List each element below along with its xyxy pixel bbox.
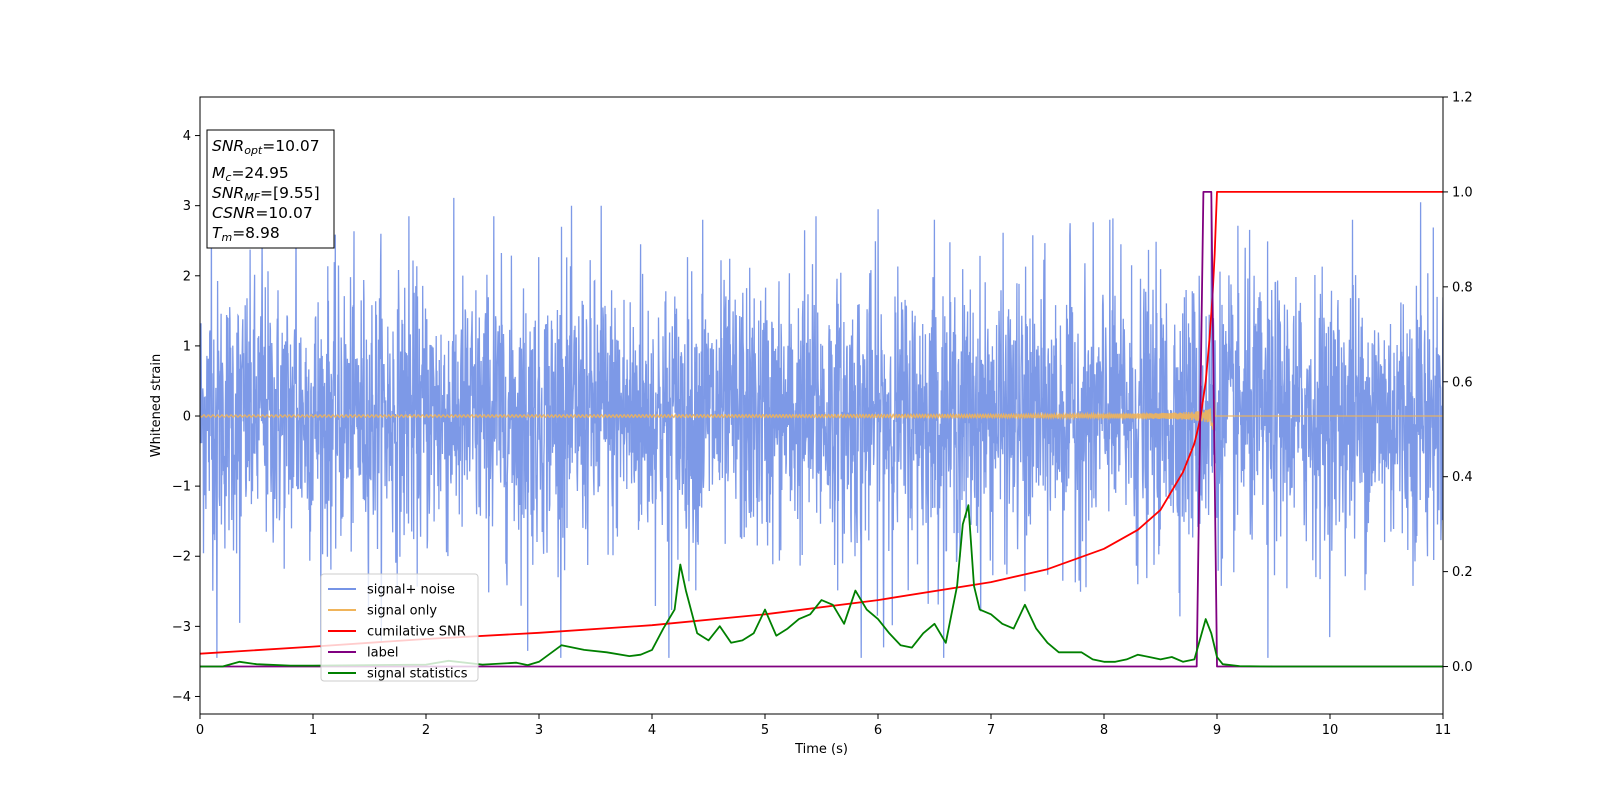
x-tick-label: 0: [196, 723, 204, 738]
x-tick-label: 1: [309, 723, 317, 738]
y2-tick-label: 1.0: [1452, 185, 1473, 200]
x-tick-label: 8: [1100, 723, 1108, 738]
y-tick-label: −3: [172, 620, 191, 635]
y2-tick-label: 0.6: [1452, 375, 1473, 390]
x-tick-label: 2: [422, 723, 430, 738]
x-tick-label: 11: [1435, 723, 1452, 738]
legend-frame: [320, 573, 479, 682]
y-tick-label: −4: [172, 690, 191, 705]
y-axis-label: Whitened strain: [149, 354, 164, 457]
info-line: CSNR=10.07: [212, 204, 313, 222]
y-tick-label: 2: [183, 269, 191, 284]
plot-frame: [199, 96, 1444, 715]
info-line: Tm=8.98: [212, 224, 280, 244]
legend-label: signal only: [367, 604, 437, 619]
info-line: SNRopt=10.07: [212, 137, 320, 157]
y-tick-label: 4: [183, 129, 191, 144]
y2-tick-label: 0.0: [1452, 660, 1473, 675]
series-signal-statistics: [200, 504, 1443, 668]
x-tick-label: 3: [535, 723, 543, 738]
y-tick-label: −2: [172, 550, 191, 565]
series-signal-noise: [200, 197, 1443, 658]
info-box: SNRopt=10.07 Mc=24.95SNRMF=[9.55]CSNR=10.…: [206, 129, 335, 249]
legend: signal+ noise signal only cumilative SNR la…: [320, 573, 479, 682]
x-tick-label: 7: [987, 723, 995, 738]
legend-label: cumilative SNR: [367, 625, 466, 640]
series-cumilative-snr: [200, 191, 1443, 655]
y-tick-label: 0: [183, 410, 191, 425]
legend-label: label: [367, 646, 398, 661]
y2-tick-label: 0.8: [1452, 280, 1473, 295]
info-box-frame: [206, 129, 335, 249]
x-tick-label: 4: [648, 723, 656, 738]
legend-label: signal statistics: [367, 667, 468, 682]
x-axis-label: Time (s): [794, 742, 848, 757]
y-tick-label: 3: [183, 199, 191, 214]
info-line: SNRMF=[9.55]: [212, 184, 320, 204]
legend-label: signal+ noise: [367, 583, 455, 598]
info-line: Mc=24.95: [212, 164, 289, 184]
x-tick-label: 10: [1322, 723, 1339, 738]
y2-tick-label: 0.2: [1452, 565, 1473, 580]
y2-tick-label: 0.4: [1452, 470, 1473, 485]
y-tick-label: 1: [183, 339, 191, 354]
x-tick-label: 5: [761, 723, 769, 738]
x-tick-label: 9: [1213, 723, 1221, 738]
x-tick-label: 6: [874, 723, 882, 738]
y2-tick-label: 1.2: [1452, 91, 1473, 106]
series-signal-only: [200, 399, 1443, 430]
y-tick-label: −1: [172, 480, 191, 495]
